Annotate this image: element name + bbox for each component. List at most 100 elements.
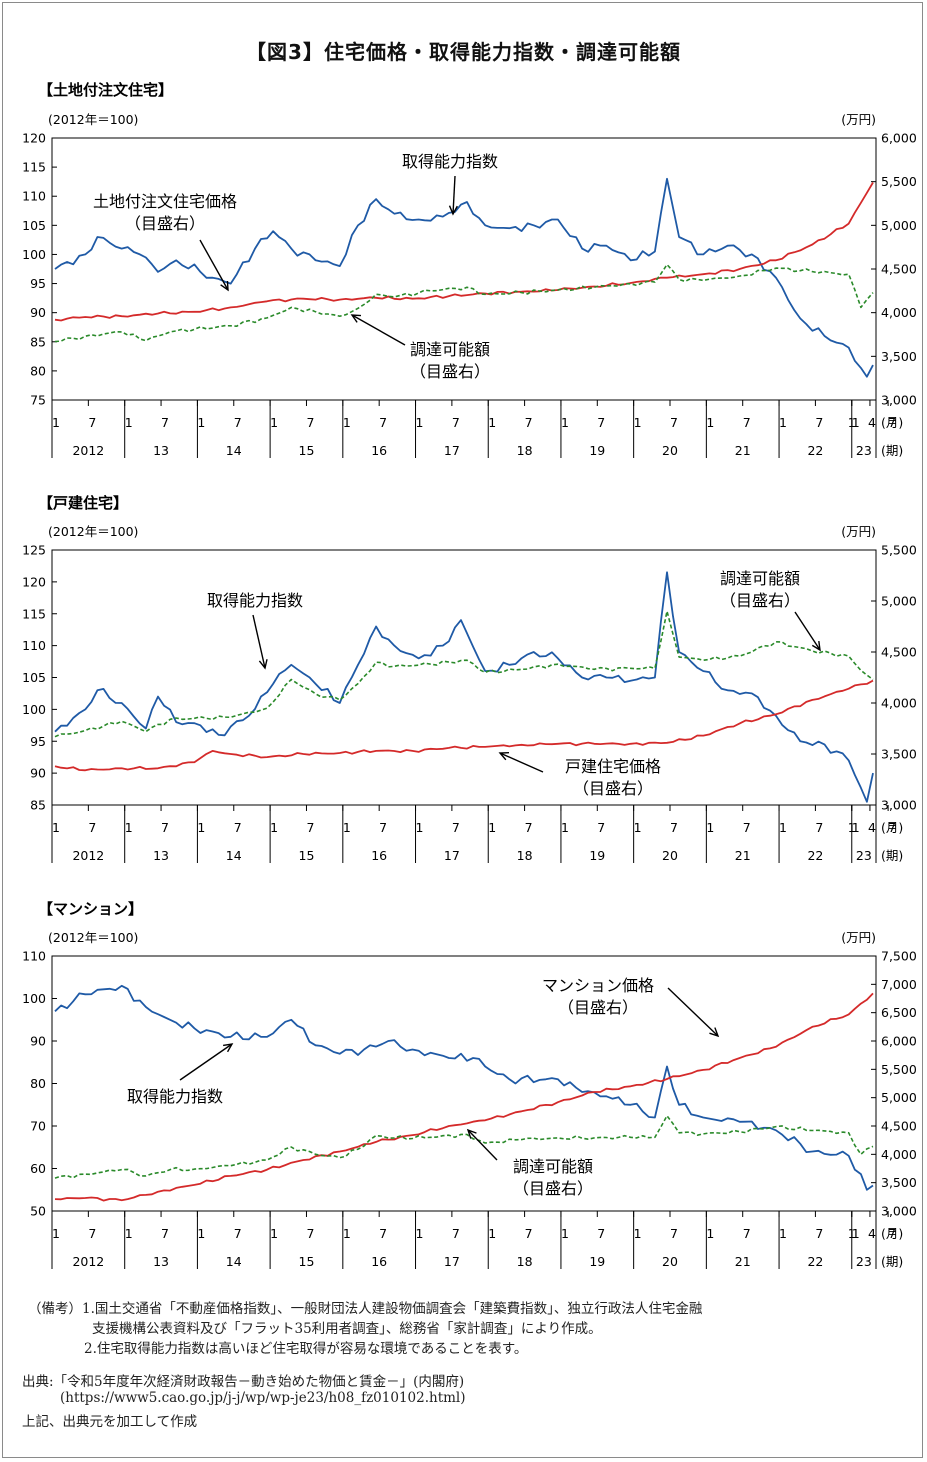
right-tick-label: 4,000 bbox=[881, 305, 917, 320]
month-tick-label: 1 bbox=[416, 415, 424, 430]
series-line-funding bbox=[54, 263, 874, 343]
left-tick-label: 125 bbox=[22, 543, 46, 558]
annotation-arrow bbox=[499, 752, 544, 773]
year-label: 17 bbox=[444, 1254, 460, 1269]
month-tick-label: 1 bbox=[706, 820, 714, 835]
month-tick-label: 1 bbox=[343, 820, 351, 835]
annotation-arrowhead bbox=[709, 1027, 720, 1038]
month-tick-label: 7 bbox=[452, 1226, 460, 1241]
month-tick-label: 4 bbox=[868, 415, 876, 430]
month-tick-label: 1 bbox=[52, 1226, 60, 1241]
chart-panel-3: 【マンション】 (2012年＝100) (万円) 110 100 90 80 70 60 50 7,… bbox=[22, 900, 917, 1269]
left-tick-label: 105 bbox=[22, 218, 46, 233]
month-tick-label: 1 bbox=[779, 415, 787, 430]
month-tick-label: 7 bbox=[88, 415, 96, 430]
right-tick-label: 3,000 bbox=[881, 798, 917, 813]
annotation-label: 取得能力指数 bbox=[127, 1087, 223, 1106]
month-tick-label: 7 bbox=[597, 820, 605, 835]
month-tick-label: 1 bbox=[125, 1226, 133, 1241]
month-tick-label: 7 bbox=[743, 415, 751, 430]
left-tick-label: 105 bbox=[22, 670, 46, 685]
source-line-3: 上記、出典元を加工して作成 bbox=[22, 1414, 198, 1430]
year-label: 13 bbox=[153, 848, 169, 863]
left-tick-label: 100 bbox=[22, 991, 46, 1006]
month-tick-label: 4 bbox=[868, 1226, 876, 1241]
right-tick-label: 3,000 bbox=[881, 1204, 917, 1219]
year-label: 2012 bbox=[72, 1254, 104, 1269]
left-tick-label: 110 bbox=[22, 638, 46, 653]
month-tick-label: 7 bbox=[306, 820, 314, 835]
year-label: 2012 bbox=[72, 848, 104, 863]
left-tick-label: 100 bbox=[22, 247, 46, 262]
month-tick-label: 7 bbox=[597, 415, 605, 430]
month-tick-label: 1 bbox=[852, 820, 860, 835]
month-tick-label: 1 bbox=[561, 1226, 569, 1241]
year-unit: (期) bbox=[881, 443, 903, 458]
year-label: 2012 bbox=[72, 443, 104, 458]
month-tick-label: 7 bbox=[88, 1226, 96, 1241]
left-tick-label: 115 bbox=[22, 606, 46, 621]
year-unit: (期) bbox=[881, 848, 903, 863]
series-line-affordability bbox=[54, 177, 874, 378]
month-tick-label: 1 bbox=[125, 415, 133, 430]
year-label: 22 bbox=[807, 443, 823, 458]
year-label: 16 bbox=[371, 848, 387, 863]
right-tick-label: 6,000 bbox=[881, 131, 917, 146]
annotation-arrow bbox=[179, 1043, 233, 1081]
year-label: 21 bbox=[735, 848, 751, 863]
plot-area bbox=[51, 137, 877, 401]
month-unit: (月) bbox=[881, 415, 903, 430]
year-label: 15 bbox=[299, 1254, 315, 1269]
month-tick-label: 1 bbox=[852, 1226, 860, 1241]
month-tick-label: 1 bbox=[52, 820, 60, 835]
left-tick-label: 80 bbox=[30, 363, 46, 378]
left-tick-label: 50 bbox=[30, 1204, 46, 1219]
month-tick-label: 7 bbox=[306, 415, 314, 430]
year-label: 22 bbox=[807, 1254, 823, 1269]
left-tick-label: 95 bbox=[30, 734, 46, 749]
annotation-label: 取得能力指数 bbox=[402, 152, 498, 171]
year-label: 20 bbox=[662, 443, 678, 458]
series-line-price bbox=[54, 992, 874, 1202]
month-tick-label: 7 bbox=[888, 1226, 896, 1241]
note-line-1: （備考）1.国土交通省「不動産価格指数」、一般財団法人建設物価調査会「建築費指数… bbox=[28, 1301, 703, 1317]
plot-area bbox=[51, 955, 877, 1212]
right-tick-label: 5,000 bbox=[881, 594, 917, 609]
month-tick-label: 1 bbox=[488, 820, 496, 835]
right-tick-label: 6,500 bbox=[881, 1005, 917, 1020]
year-label: 20 bbox=[662, 1254, 678, 1269]
panel-title: 【マンション】 bbox=[38, 900, 143, 918]
annotation-label: （目盛右） bbox=[720, 591, 800, 610]
month-tick-label: 7 bbox=[888, 415, 896, 430]
month-tick-label: 7 bbox=[815, 820, 823, 835]
left-tick-label: 75 bbox=[30, 393, 46, 408]
series-line-funding bbox=[54, 1115, 874, 1179]
right-axis-unit: (万円) bbox=[841, 930, 876, 945]
year-label: 16 bbox=[371, 443, 387, 458]
month-tick-label: 7 bbox=[888, 820, 896, 835]
year-label: 18 bbox=[517, 1254, 533, 1269]
annotation-arrowhead bbox=[220, 280, 229, 292]
month-tick-label: 7 bbox=[743, 1226, 751, 1241]
month-tick-label: 7 bbox=[597, 1226, 605, 1241]
annotation-arrow bbox=[794, 611, 821, 651]
month-tick-label: 7 bbox=[379, 415, 387, 430]
month-tick-label: 7 bbox=[670, 820, 678, 835]
right-tick-label: 5,000 bbox=[881, 1090, 917, 1105]
month-tick-label: 1 bbox=[343, 415, 351, 430]
left-axis-unit: (2012年＝100) bbox=[48, 930, 138, 945]
left-tick-label: 95 bbox=[30, 276, 46, 291]
panel-title: 【戸建住宅】 bbox=[38, 494, 128, 512]
left-tick-label: 120 bbox=[22, 131, 46, 146]
chart-panel-2: 【戸建住宅】(2012年＝100) (万円)1251201151101051009… bbox=[22, 494, 917, 863]
month-tick-label: 1 bbox=[416, 820, 424, 835]
month-tick-label: 7 bbox=[743, 820, 751, 835]
left-tick-label: 85 bbox=[30, 334, 46, 349]
chart-panel-1: 【土地付注文住宅】(2012年＝100) (万円)1201151101051009… bbox=[22, 81, 917, 458]
month-tick-label: 1 bbox=[852, 415, 860, 430]
month-tick-label: 1 bbox=[270, 820, 278, 835]
month-tick-label: 1 bbox=[197, 415, 205, 430]
year-unit: (期) bbox=[881, 1254, 903, 1269]
